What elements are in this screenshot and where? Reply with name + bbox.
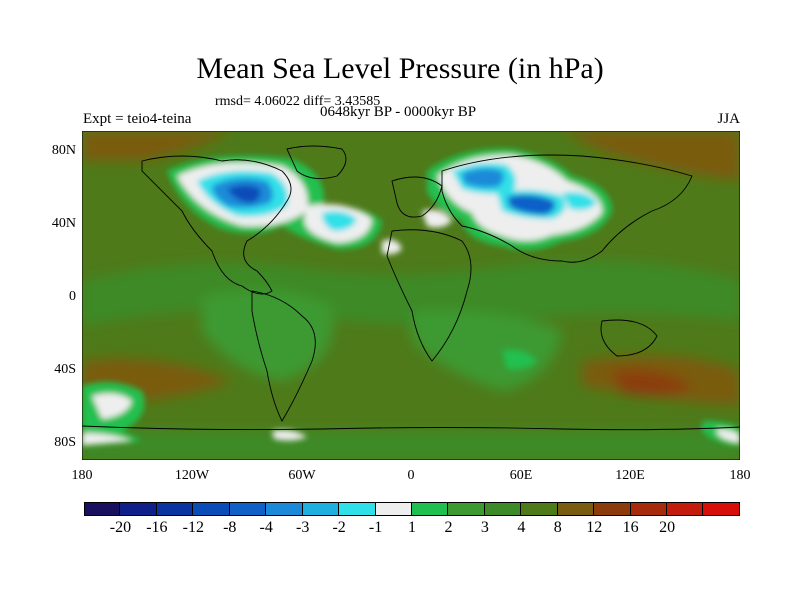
colorbar-label: 12 (586, 519, 603, 536)
lat-tick-40n: 40N (51, 216, 76, 231)
colorbar-cell (229, 502, 267, 516)
lon-tick-0: 0 (407, 468, 415, 483)
colorbar-label: -8 (223, 519, 237, 536)
positive-anomaly-low-fields (82, 131, 740, 460)
colorbar-cell (193, 502, 230, 516)
pressure-map (82, 131, 740, 460)
colorbar-label: 8 (553, 519, 562, 536)
rmsd-diff-stats: rmsd= 4.06022 diff= 3.43585 (215, 94, 381, 109)
colorbar-cell (703, 502, 740, 516)
colorbar-label: -2 (332, 519, 346, 536)
map-title: Mean Sea Level Pressure (in hPa) (196, 52, 604, 85)
colorbar-label: 1 (408, 519, 416, 536)
lat-tick-40s: 40S (54, 362, 76, 377)
colorbar-cell (375, 502, 412, 516)
period-label: 0648kyr BP - 0000kyr BP (320, 104, 477, 120)
colorbar-cell (266, 502, 303, 516)
southern-anomaly-patches (82, 349, 740, 446)
coastlines (82, 145, 740, 431)
colorbar-label: 16 (622, 519, 639, 536)
season-label: JJA (717, 111, 740, 127)
colorbar-cell (339, 502, 376, 516)
lon-tick-180-west: 180 (71, 468, 93, 483)
colorbar-label: -16 (146, 519, 168, 536)
colorbar-label: -1 (368, 519, 383, 536)
colorbar-cell (302, 502, 340, 516)
lat-tick-0: 0 (69, 289, 76, 304)
colorbar-label: -12 (182, 519, 204, 536)
colorbar-label: -20 (109, 519, 132, 536)
map-canvas (82, 131, 740, 460)
colorbar-label: 20 (659, 519, 676, 536)
colorbar-cell (667, 502, 704, 516)
colorbar-cell (84, 502, 121, 516)
colorbar-cell (120, 502, 157, 516)
colorbar-label: 4 (517, 519, 526, 536)
lon-tick-60w: 60W (288, 468, 316, 483)
colorbar (84, 502, 740, 516)
colorbar-label: 3 (480, 519, 489, 536)
lon-tick-120e: 120E (615, 468, 645, 483)
lat-tick-80n: 80N (51, 143, 76, 158)
lat-tick-80s: 80S (54, 435, 76, 450)
colorbar-cell (594, 502, 631, 516)
colorbar-cell (557, 502, 595, 516)
colorbar-cell (630, 502, 667, 516)
colorbar-cell (484, 502, 522, 516)
eurasia-negative-anomaly (422, 148, 612, 250)
lon-tick-120w: 120W (174, 468, 210, 483)
colorbar-label: -4 (259, 519, 273, 536)
colorbar-cell (411, 502, 449, 516)
colorbar-cell (521, 502, 558, 516)
colorbar-cell (156, 502, 194, 516)
north-america-negative-anomaly (167, 155, 402, 255)
lon-tick-60e: 60E (509, 468, 533, 483)
experiment-label: Expt = teio4-teina (83, 111, 192, 127)
colorbar-label: 2 (444, 519, 453, 536)
colorbar-label: -3 (295, 519, 310, 536)
lon-tick-180-east: 180 (729, 468, 751, 483)
colorbar-cell (448, 502, 485, 516)
